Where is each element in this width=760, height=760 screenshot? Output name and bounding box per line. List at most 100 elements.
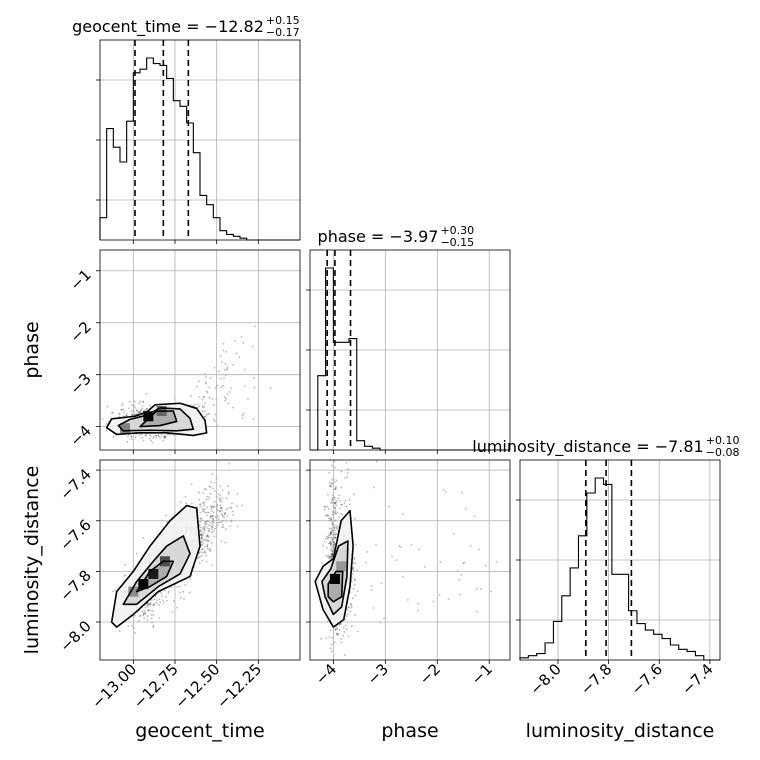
sample-point xyxy=(462,562,465,565)
sample-point xyxy=(145,392,148,395)
sample-point xyxy=(200,537,203,540)
sample-point xyxy=(204,520,207,523)
sample-point xyxy=(347,606,350,608)
sample-point xyxy=(330,530,333,533)
sample-point xyxy=(232,406,234,409)
sample-point xyxy=(202,502,205,505)
sample-point xyxy=(152,626,155,629)
sample-point xyxy=(347,613,349,616)
sample-point xyxy=(142,400,145,403)
sample-point xyxy=(423,566,426,568)
sample-point xyxy=(143,409,146,412)
sample-point xyxy=(127,407,130,410)
sample-point xyxy=(222,342,225,345)
sample-point xyxy=(125,414,128,417)
sample-point xyxy=(331,636,333,639)
sample-point xyxy=(149,601,152,604)
sample-point xyxy=(345,505,348,508)
sample-point xyxy=(205,538,207,541)
sample-point xyxy=(131,624,134,627)
x-tick-label: −13.00 xyxy=(88,660,140,712)
sample-point xyxy=(161,599,164,602)
sample-point xyxy=(223,377,225,379)
sample-point xyxy=(205,554,208,557)
sample-point xyxy=(205,376,207,378)
sample-point xyxy=(208,511,211,514)
sample-point xyxy=(144,606,147,609)
sample-point xyxy=(201,540,203,543)
sample-point xyxy=(217,518,220,521)
sample-point xyxy=(189,404,192,406)
sample-point xyxy=(199,529,202,531)
sample-point xyxy=(329,532,331,535)
sample-point xyxy=(236,525,239,528)
sample-point xyxy=(353,579,356,582)
sample-point xyxy=(222,349,225,352)
sample-point xyxy=(198,524,201,526)
sample-point xyxy=(159,601,162,604)
title-name: geocent_time xyxy=(72,17,181,37)
sample-point xyxy=(230,387,233,390)
sample-point xyxy=(399,546,402,549)
sample-point xyxy=(447,598,450,600)
sample-point xyxy=(495,560,498,563)
sample-point xyxy=(121,403,124,405)
sample-point xyxy=(199,517,202,520)
sample-point xyxy=(134,436,137,439)
title-luminosity-distance: luminosity_distance = −7.81 xyxy=(472,437,703,457)
sample-point xyxy=(325,637,328,640)
sample-point xyxy=(334,628,337,631)
sample-point xyxy=(105,423,108,425)
sample-point xyxy=(327,554,330,557)
sample-point xyxy=(149,609,152,612)
sample-point xyxy=(190,483,193,486)
sample-point xyxy=(235,505,238,508)
panel-geocent-time-vs-luminosity-distance xyxy=(99,459,301,661)
sample-point xyxy=(349,591,352,594)
sample-point xyxy=(226,507,229,510)
sample-point xyxy=(166,520,169,523)
sample-point xyxy=(141,405,144,407)
sample-point xyxy=(334,466,336,469)
sample-point xyxy=(251,345,254,348)
sample-point xyxy=(340,503,343,506)
sample-point xyxy=(330,555,333,558)
sample-point xyxy=(198,396,201,398)
sample-point xyxy=(218,509,221,512)
sample-point xyxy=(331,499,333,502)
sample-point xyxy=(329,540,332,543)
sample-point xyxy=(163,435,166,438)
sample-point xyxy=(329,647,332,650)
sample-point xyxy=(331,478,333,481)
sample-point xyxy=(329,532,332,535)
sample-point xyxy=(139,409,142,412)
sample-point xyxy=(144,612,147,615)
sample-point xyxy=(330,518,333,521)
sample-point xyxy=(336,632,339,635)
sample-point xyxy=(337,497,340,500)
sample-point xyxy=(228,462,231,465)
sample-point xyxy=(223,396,226,399)
sample-point xyxy=(221,512,224,515)
sample-point xyxy=(142,537,144,539)
sample-point xyxy=(402,513,404,516)
sample-point xyxy=(208,485,211,488)
sample-point xyxy=(326,514,329,517)
sample-point xyxy=(334,533,337,536)
sample-point xyxy=(147,609,150,612)
sample-point xyxy=(204,550,206,553)
sample-point xyxy=(118,412,121,415)
sample-point xyxy=(146,604,149,607)
sample-point xyxy=(348,498,351,501)
sample-point xyxy=(330,482,333,485)
contour-line xyxy=(314,509,354,628)
sample-point xyxy=(330,527,333,530)
sample-point xyxy=(461,491,464,494)
sample-point xyxy=(206,391,209,394)
sample-point xyxy=(325,554,328,557)
sample-point xyxy=(335,501,337,504)
sample-point xyxy=(328,557,331,559)
x-tick-label: −2 xyxy=(416,660,444,688)
sample-point xyxy=(370,589,373,592)
sample-point xyxy=(118,415,121,418)
